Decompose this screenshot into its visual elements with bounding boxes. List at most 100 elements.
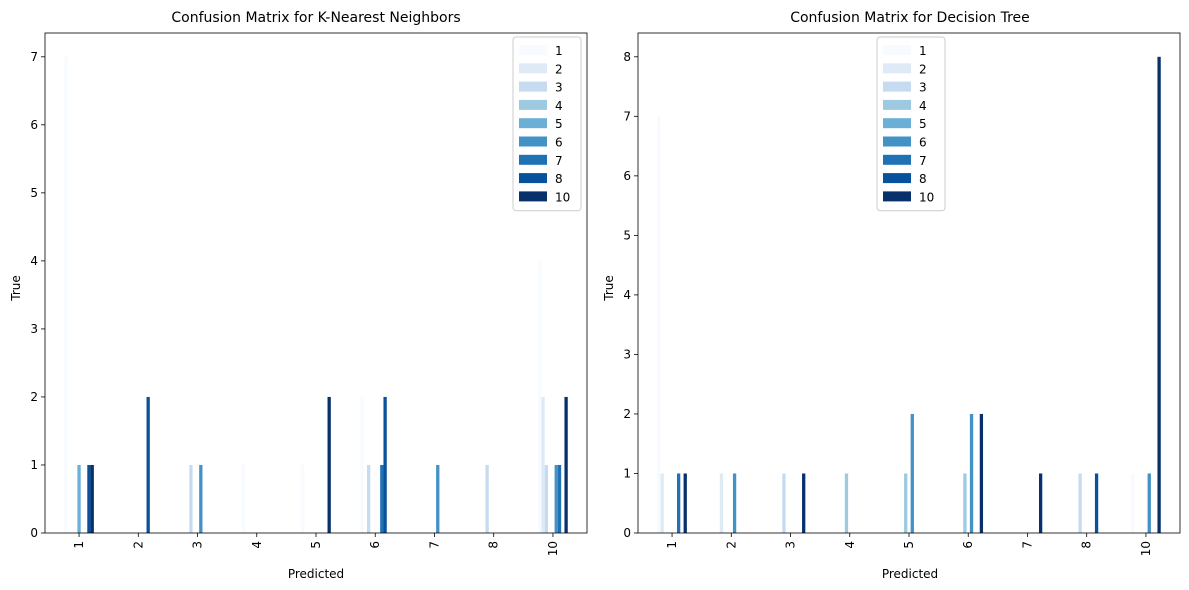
knn-legend-label-3: 3 xyxy=(555,81,563,95)
knn-legend-swatch-5 xyxy=(519,118,547,129)
decision-tree-legend: 1 2 3 4 5 6 7 8 10 xyxy=(876,36,946,212)
knn-bar-2-pred-10 xyxy=(541,396,545,533)
knn-y-axis-label: True xyxy=(9,275,23,302)
knn-x-axis-label: Predicted xyxy=(288,567,344,581)
knn-legend-swatch-1 xyxy=(519,45,547,55)
decision-tree-bar-4-pred-4 xyxy=(844,473,849,533)
knn-x-tick-label: 10 xyxy=(546,541,560,556)
knn-y-tick-label: 2 xyxy=(30,390,38,404)
decision-tree-bar-10-pred-7 xyxy=(1038,473,1043,533)
knn-x-tick-label: 3 xyxy=(191,541,205,549)
knn-legend-label-1: 1 xyxy=(555,44,563,58)
knn-bar-6-pred-10 xyxy=(554,464,558,533)
decision-tree-legend-swatch-4 xyxy=(883,99,911,110)
decision-tree-y-tick-label: 5 xyxy=(623,228,631,242)
knn-bar-3-pred-3 xyxy=(189,464,193,533)
decision-tree-legend-label-1: 1 xyxy=(919,44,927,58)
knn-y-tick-label: 4 xyxy=(30,254,38,268)
knn-bar-3-pred-10 xyxy=(544,464,548,533)
knn-chart: Confusion Matrix for K-Nearest Neighbors… xyxy=(9,10,588,581)
decision-tree-x-tick-label: 1 xyxy=(665,541,679,549)
decision-tree-legend-swatch-2 xyxy=(883,63,911,74)
knn-legend: 1 2 3 4 5 6 7 8 10 xyxy=(512,36,582,212)
decision-tree-bar-3-pred-3 xyxy=(782,473,786,533)
knn-bar-6-pred-7 xyxy=(436,464,440,533)
knn-bar-1-pred-1 xyxy=(64,56,68,534)
decision-tree-y-tick-label: 2 xyxy=(623,407,631,421)
knn-legend-swatch-8 xyxy=(519,173,547,184)
knn-bar-8-pred-6 xyxy=(383,396,387,533)
decision-tree-legend-swatch-10 xyxy=(883,191,911,202)
knn-bar-1-pred-10 xyxy=(538,260,542,533)
knn-legend-swatch-4 xyxy=(519,99,547,110)
decision-tree-x-tick-label: 7 xyxy=(1020,541,1034,549)
knn-bar-1-pred-6 xyxy=(360,396,364,533)
decision-tree-x-tick-label: 4 xyxy=(843,541,857,549)
decision-tree-legend-label-10: 10 xyxy=(919,190,934,204)
decision-tree-bar-6-pred-6 xyxy=(969,413,974,533)
decision-tree-bar-6-pred-5 xyxy=(910,413,914,533)
knn-bar-8-pred-1 xyxy=(87,464,91,533)
knn-bar-1-pred-5 xyxy=(301,464,305,533)
decision-tree-y-tick-label: 7 xyxy=(623,109,631,123)
decision-tree-bar-4-pred-5 xyxy=(904,473,908,533)
decision-tree-bar-6-pred-2 xyxy=(732,473,737,533)
knn-legend-label-4: 4 xyxy=(555,99,563,113)
decision-tree-bar-2-pred-1 xyxy=(660,473,664,533)
knn-bar-10-pred-1 xyxy=(90,464,94,533)
knn-legend-label-7: 7 xyxy=(555,154,563,168)
decision-tree-bar-10-pred-3 xyxy=(802,473,806,533)
knn-legend-swatch-7 xyxy=(519,154,547,165)
decision-tree-y-axis-label: True xyxy=(602,275,616,302)
knn-legend-label-10: 10 xyxy=(555,190,570,204)
decision-tree-bar-8-pred-8 xyxy=(1094,473,1099,533)
decision-tree-x-tick-label: 2 xyxy=(724,541,738,549)
decision-tree-legend-swatch-5 xyxy=(883,118,911,129)
decision-tree-x-tick-label: 8 xyxy=(1080,541,1094,549)
decision-tree-legend-swatch-8 xyxy=(883,173,911,184)
decision-tree-x-tick-label: 6 xyxy=(961,541,975,549)
knn-bar-3-pred-6 xyxy=(367,464,371,533)
decision-tree-legend-label-7: 7 xyxy=(919,154,927,168)
decision-tree-bar-1-pred-1 xyxy=(657,116,661,533)
knn-y-tick-label: 3 xyxy=(30,322,38,336)
decision-tree-legend-label-6: 6 xyxy=(919,136,927,150)
knn-x-tick-label: 1 xyxy=(72,541,86,549)
decision-tree-legend-label-4: 4 xyxy=(919,99,927,113)
decision-tree-y-tick-label: 8 xyxy=(623,50,631,64)
knn-legend-swatch-6 xyxy=(519,136,547,147)
knn-x-tick-label: 5 xyxy=(309,541,323,549)
decision-tree-bar-2-pred-2 xyxy=(719,473,724,533)
decision-tree-legend-swatch-7 xyxy=(883,154,911,165)
knn-legend-label-8: 8 xyxy=(555,172,563,186)
knn-bar-8-pred-2 xyxy=(146,396,150,533)
decision-tree-y-tick-label: 6 xyxy=(623,169,631,183)
knn-chart-title: Confusion Matrix for K-Nearest Neighbors xyxy=(171,10,460,26)
decision-tree-x-tick-label: 5 xyxy=(902,541,916,549)
decision-tree-bar-1-pred-10 xyxy=(1131,473,1135,533)
decision-tree-bar-6-pred-10 xyxy=(1147,473,1151,533)
knn-x-tick-label: 8 xyxy=(487,541,501,549)
decision-tree-legend-swatch-6 xyxy=(883,136,911,147)
knn-y-tick-label: 5 xyxy=(30,186,38,200)
decision-tree-bar-7-pred-1 xyxy=(677,473,681,533)
decision-tree-legend-label-5: 5 xyxy=(919,117,927,131)
decision-tree-legend-swatch-1 xyxy=(883,45,911,55)
decision-tree-y-tick-label: 3 xyxy=(623,347,631,361)
knn-legend-label-6: 6 xyxy=(555,136,563,150)
knn-bar-10-pred-10 xyxy=(564,396,568,533)
knn-bar-3-pred-8 xyxy=(485,464,489,533)
decision-tree-legend-label-8: 8 xyxy=(919,172,927,186)
knn-legend-swatch-3 xyxy=(519,81,547,92)
knn-bar-1-pred-4 xyxy=(241,464,246,533)
decision-tree-bar-4-pred-6 xyxy=(963,473,967,533)
knn-legend-label-5: 5 xyxy=(555,117,563,131)
knn-bar-5-pred-1 xyxy=(77,464,81,533)
decision-tree-y-tick-label: 4 xyxy=(623,288,631,302)
decision-tree-x-axis-label: Predicted xyxy=(882,567,938,581)
knn-bar-10-pred-5 xyxy=(327,396,331,533)
decision-tree-bar-10-pred-6 xyxy=(979,413,984,533)
decision-tree-legend-label-3: 3 xyxy=(919,81,927,95)
